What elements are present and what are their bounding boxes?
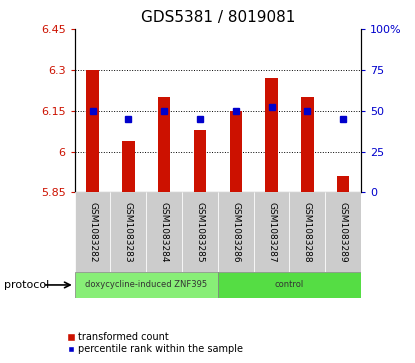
Text: doxycycline-induced ZNF395: doxycycline-induced ZNF395 [85,281,208,289]
Text: GSM1083285: GSM1083285 [195,202,205,263]
Bar [75,192,110,272]
Text: GSM1083286: GSM1083286 [231,202,240,263]
Bar [158,97,171,192]
Text: GSM1083289: GSM1083289 [339,202,348,263]
Bar [301,97,314,192]
Bar [86,70,99,192]
Legend: transformed count, percentile rank within the sample: transformed count, percentile rank withi… [63,329,247,358]
Text: GSM1083282: GSM1083282 [88,202,97,262]
Bar [337,176,349,192]
Bar [290,192,325,272]
Bar [265,78,278,192]
Bar [194,130,206,192]
Bar [75,272,218,298]
Title: GDS5381 / 8019081: GDS5381 / 8019081 [141,10,295,25]
Text: GSM1083284: GSM1083284 [160,202,168,262]
Text: GSM1083287: GSM1083287 [267,202,276,263]
Bar [122,141,134,192]
Bar [218,272,361,298]
Text: GSM1083283: GSM1083283 [124,202,133,263]
Bar [229,111,242,192]
Text: protocol: protocol [4,280,49,290]
Bar [325,192,361,272]
Bar [146,192,182,272]
Bar [182,192,218,272]
Bar [110,192,146,272]
Bar [254,192,290,272]
Bar [218,192,254,272]
Text: control: control [275,281,304,289]
Text: GSM1083288: GSM1083288 [303,202,312,263]
